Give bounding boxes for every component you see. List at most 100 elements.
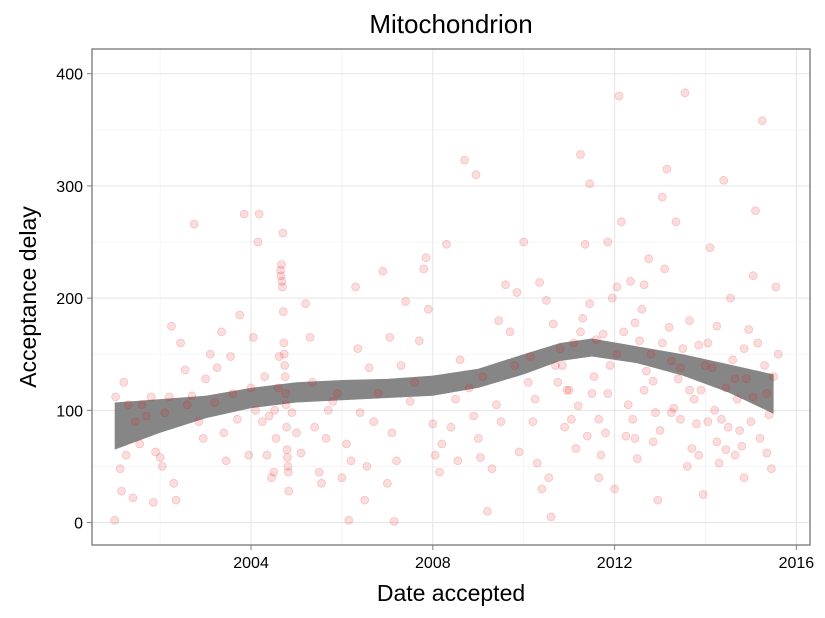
x-tick-label: 2008 <box>415 555 451 572</box>
x-axis-label: Date accepted <box>377 580 525 606</box>
data-point <box>264 411 274 421</box>
data-point <box>476 453 485 462</box>
data-point <box>278 228 288 238</box>
data-point <box>280 372 290 382</box>
data-point <box>603 237 613 247</box>
data-point <box>287 408 297 418</box>
data-point <box>642 366 651 376</box>
data-point <box>284 486 294 496</box>
data-point <box>387 428 397 438</box>
data-point <box>269 467 279 477</box>
data-point <box>201 374 211 384</box>
data-point <box>253 237 263 247</box>
data-point <box>673 374 683 384</box>
data-point <box>596 450 606 460</box>
data-point <box>135 439 145 449</box>
data-point <box>279 349 289 359</box>
data-point <box>639 385 649 395</box>
data-point <box>277 282 287 292</box>
data-point <box>612 349 622 359</box>
data-point <box>423 304 433 314</box>
data-point <box>314 467 324 477</box>
data-point <box>235 310 245 320</box>
data-point <box>744 325 754 334</box>
data-point <box>594 414 604 424</box>
data-point <box>612 282 622 292</box>
data-point <box>282 422 291 432</box>
data-point <box>491 400 501 410</box>
data-point <box>676 414 685 424</box>
data-point <box>546 512 556 522</box>
data-point <box>473 433 483 443</box>
data-point <box>478 372 488 382</box>
data-point <box>337 473 347 483</box>
data-point <box>632 454 642 464</box>
data-point <box>728 355 738 365</box>
data-point <box>501 280 510 290</box>
data-point <box>680 88 690 98</box>
data-point <box>180 365 190 375</box>
data-point <box>585 179 594 189</box>
data-point <box>344 515 354 525</box>
data-point <box>739 344 749 354</box>
data-point <box>251 405 261 415</box>
data-point <box>723 422 733 432</box>
data-point <box>751 206 760 216</box>
data-point <box>219 428 229 438</box>
data-point <box>455 355 465 365</box>
data-point <box>753 338 763 348</box>
data-point <box>110 515 120 525</box>
data-point <box>703 338 713 348</box>
data-point <box>698 490 708 499</box>
data-point <box>721 383 731 393</box>
data-point <box>598 329 608 339</box>
data-point <box>519 237 529 247</box>
data-point <box>562 385 572 395</box>
data-point <box>257 417 267 427</box>
data-point <box>301 299 311 309</box>
data-point <box>664 322 674 332</box>
data-point <box>657 338 667 348</box>
data-point <box>232 414 242 424</box>
data-point <box>626 276 635 286</box>
data-point <box>151 447 161 457</box>
data-point <box>639 280 649 290</box>
data-point <box>453 456 463 466</box>
data-point <box>228 389 238 398</box>
data-point <box>667 356 676 366</box>
data-point <box>646 349 656 359</box>
data-point <box>514 447 524 457</box>
data-point <box>678 344 688 354</box>
data-point <box>277 276 287 286</box>
data-point <box>712 437 722 447</box>
data-point <box>619 327 629 337</box>
data-point <box>714 458 724 468</box>
data-point <box>628 414 638 424</box>
data-point <box>382 478 392 488</box>
data-point <box>210 398 220 407</box>
data-point <box>119 377 129 387</box>
data-point <box>648 437 658 447</box>
data-point <box>244 450 254 460</box>
data-point <box>307 377 317 387</box>
data-point <box>748 271 758 281</box>
data-point <box>660 264 669 274</box>
data-point <box>523 377 533 387</box>
data-point <box>573 401 583 411</box>
data-point <box>548 319 558 329</box>
data-point <box>130 417 140 427</box>
data-point <box>469 411 479 421</box>
y-tick-label: 200 <box>56 291 83 308</box>
data-point <box>726 293 735 303</box>
data-point <box>712 321 722 331</box>
smooth-confidence-band <box>114 338 774 450</box>
data-point <box>194 417 204 427</box>
grid-layer <box>92 49 810 545</box>
data-point <box>553 377 563 387</box>
data-point <box>401 297 411 306</box>
y-tick-label: 100 <box>56 403 83 420</box>
data-point <box>362 461 372 471</box>
data-point <box>569 338 579 348</box>
data-point <box>155 453 165 462</box>
data-point <box>637 304 647 314</box>
